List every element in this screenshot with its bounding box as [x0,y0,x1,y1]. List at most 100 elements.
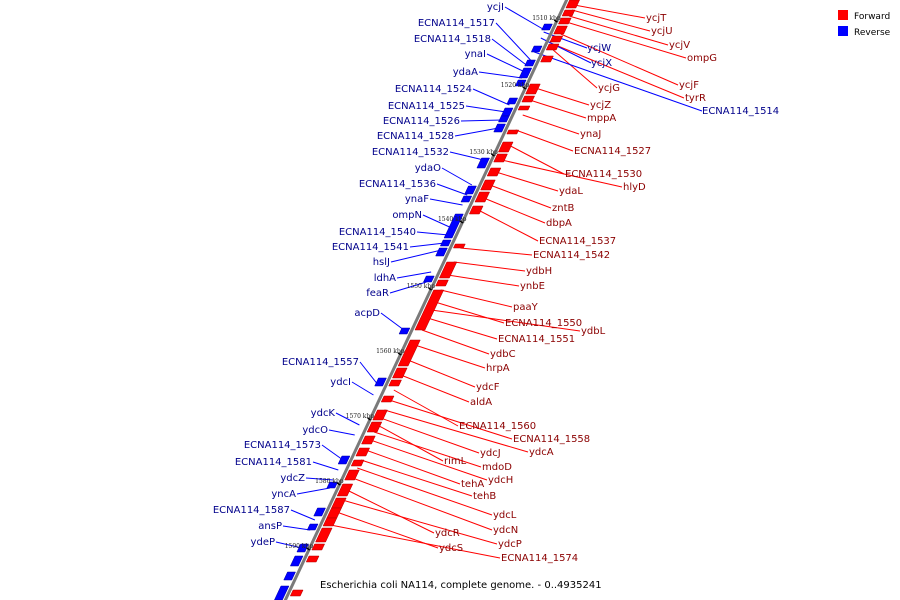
forward-connector [407,359,476,388]
reverse-gene-label: ycjX [591,58,612,69]
forward-gene [388,379,402,387]
forward-gene [521,95,536,103]
forward-gene [336,483,354,497]
reverse-connector [449,151,484,161]
forward-gene-label: ECNA114_1551 [498,334,575,345]
forward-gene-label: ycjU [651,26,673,37]
scale-tick [428,287,432,291]
reverse-connector [486,53,526,73]
reverse-gene [506,97,519,105]
forward-connector [377,424,444,462]
reverse-gene [274,585,290,600]
label-connectors [275,4,703,559]
reverse-gene-label: ECNA114_1536 [359,179,436,190]
forward-connector [342,499,498,545]
forward-gene-label: ycjT [646,13,667,24]
forward-gene-label: tehB [473,491,496,502]
forward-gene [506,129,520,135]
reverse-connector [312,461,339,471]
forward-gene-label: tyrR [685,93,706,104]
forward-connector [431,309,581,332]
reverse-gene-label: ECNA114_1514 [702,106,779,117]
forward-gene [557,17,572,25]
scale-tick-label: 1570 kbp [346,413,375,420]
forward-gene [315,527,333,543]
forward-connector [336,511,439,549]
reverse-connector [504,6,545,31]
reverse-gene [435,247,448,257]
reverse-gene [443,213,464,239]
forward-connector [373,431,482,468]
reverse-connector [416,231,449,236]
reverse-gene-label: ECNA114_1573 [244,440,321,451]
forward-gene [474,191,491,203]
reverse-gene-label: ECNA114_1541 [332,242,409,253]
forward-gene-label: hrpA [486,363,510,374]
forward-gene [545,43,560,51]
legend-reverse-swatch [838,26,848,36]
forward-gene-label: ydcA [529,447,554,458]
reverse-gene-label: ECNA114_1581 [235,457,312,468]
forward-gene-label: ycjZ [590,100,611,111]
forward-gene-label: ydcN [493,525,518,536]
reverse-gene-label: ECNA114_1524 [395,84,472,95]
forward-gene [493,153,508,163]
reverse-gene [296,543,310,553]
forward-connector [330,524,501,559]
reverse-gene [326,481,339,489]
scale-tick-label: 1590 kbp [285,543,314,550]
scale-tick [367,417,372,421]
forward-gene-label: ycjV [669,40,690,51]
forward-gene-label: ECNA114_1558 [513,434,590,445]
reverse-gene [498,115,510,123]
forward-gene-label: ydcJ [480,448,501,459]
forward-connector [555,44,685,99]
reverse-gene-label: feaR [366,288,389,299]
forward-gene [480,179,496,191]
forward-gene [553,25,568,35]
reverse-connector [472,88,510,106]
reverse-gene [423,275,435,283]
forward-gene [525,83,541,95]
reverse-gene [518,67,533,79]
forward-gene-label: ECNA114_1542 [533,250,610,261]
forward-connector [365,449,461,485]
forward-connector [360,459,473,497]
legend-reverse-label: Reverse [854,28,891,38]
reverse-connector [540,37,592,64]
reverse-gene [289,555,304,567]
forward-gene [380,395,395,403]
reverse-connector [321,444,344,461]
forward-gene-label: mdoD [482,462,512,473]
forward-gene-label: ECNA114_1527 [574,146,651,157]
reverse-gene [313,507,326,517]
forward-connector [388,399,513,440]
reverse-gene [306,523,319,531]
reverse-gene-label: ECNA114_1518 [414,34,491,45]
scale-tick-label: 1560 kbp [376,348,405,355]
forward-connector [529,99,587,119]
reverse-connector [359,361,379,386]
forward-connector [434,301,505,324]
forward-gene-label: ynaJ [580,129,601,140]
reverse-gene-label: ECNA114_1532 [372,147,449,158]
scale-tick [306,547,311,551]
reverse-connector [335,412,360,426]
forward-gene [392,367,408,379]
forward-connector [427,317,498,340]
reverse-connector [429,198,463,206]
forward-connector [400,374,470,403]
reverse-connector [460,119,503,122]
forward-gene [344,469,360,481]
reverse-connector [436,183,468,196]
forward-connector [477,209,539,242]
scale-tick-label: 1540 kbp [438,216,467,223]
forward-gene-label: ECNA114_1574 [501,553,578,564]
forward-gene [311,543,326,551]
forward-gene [468,205,484,215]
legend: Forward Reverse [838,10,891,38]
forward-gene-label: zntB [552,203,575,214]
forward-gene [565,0,580,9]
forward-gene-label: ydcP [498,539,522,550]
scale-tick-label: 1520 kbp [501,82,530,89]
